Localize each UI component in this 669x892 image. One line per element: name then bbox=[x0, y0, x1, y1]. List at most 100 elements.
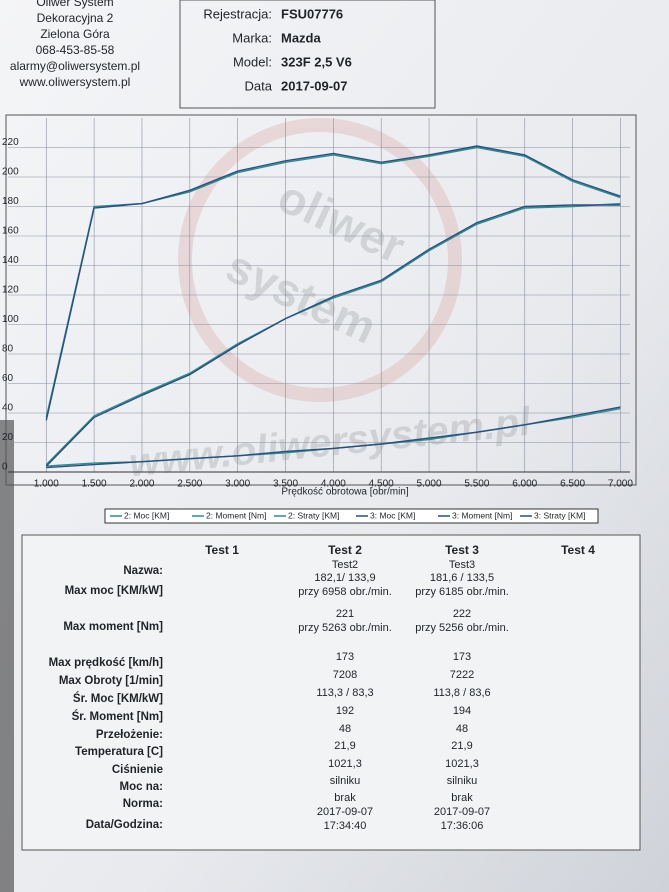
x-tick-label: 1.500 bbox=[82, 479, 107, 490]
legend-label: 2: Straty [KM] bbox=[288, 510, 340, 520]
x-tick-label: 2.000 bbox=[129, 479, 154, 490]
company-line: Dekoracyjna 2 bbox=[37, 11, 114, 25]
column-header: Test 1 bbox=[205, 543, 239, 557]
y-tick-label: 180 bbox=[2, 196, 19, 207]
legend-label: 3: Straty [KM] bbox=[534, 510, 586, 520]
cell-value: 222 bbox=[453, 608, 471, 620]
cell-value: 181,6 / 133,5 bbox=[430, 572, 494, 584]
row-label: Nazwa: bbox=[123, 565, 163, 577]
cell-value: brak bbox=[334, 792, 356, 804]
cell-value: przy 5263 obr./min. bbox=[298, 622, 392, 634]
row-label: Śr. Moc [KM/kW] bbox=[73, 692, 163, 705]
cell-value: Test2 bbox=[332, 559, 358, 571]
cell-value: 21,9 bbox=[334, 740, 355, 752]
row-label: Data/Godzina: bbox=[86, 819, 163, 831]
cell-value: 17:36:06 bbox=[441, 820, 484, 832]
x-tick-label: 7.000 bbox=[608, 479, 633, 490]
series-line bbox=[45, 204, 621, 467]
x-tick-label: 6.500 bbox=[560, 479, 585, 490]
row-label: Max Obroty [1/min] bbox=[59, 675, 163, 687]
field-value: Mazda bbox=[281, 30, 322, 45]
column-header: Test 3 bbox=[445, 543, 479, 557]
y-tick-label: 140 bbox=[2, 255, 19, 266]
column-header: Test 2 bbox=[328, 543, 362, 557]
table-box bbox=[21, 534, 641, 851]
cell-value: 182,1/ 133,9 bbox=[314, 572, 375, 584]
series-line bbox=[45, 202, 621, 466]
x-tick-label: 5.500 bbox=[464, 479, 489, 490]
company-line: alarmy@oliwersystem.pl bbox=[10, 59, 140, 73]
series-line bbox=[46, 406, 621, 469]
cell-value: przy 6958 obr./min. bbox=[298, 586, 392, 598]
cell-value: 48 bbox=[456, 723, 468, 735]
row-label: Max prędkość [km/h] bbox=[49, 657, 164, 669]
header-box bbox=[179, 0, 436, 109]
company-line: Zielona Góra bbox=[40, 27, 110, 41]
x-tick-label: 3.500 bbox=[273, 479, 298, 490]
legend-label: 3: Moc [KM] bbox=[370, 510, 415, 520]
field-value: 323F 2,5 V6 bbox=[281, 54, 352, 69]
cell-value: 173 bbox=[336, 651, 354, 663]
cell-value: 17:34:40 bbox=[324, 820, 367, 832]
cell-value: 7208 bbox=[333, 669, 357, 681]
cell-value: 113,8 / 83,6 bbox=[433, 687, 490, 699]
y-tick-label: 200 bbox=[2, 167, 19, 178]
y-tick-label: 160 bbox=[2, 226, 19, 237]
field-label: Model: bbox=[233, 54, 272, 69]
x-tick-label: 1.000 bbox=[34, 479, 59, 490]
cell-value: 21,9 bbox=[451, 740, 472, 752]
shadow bbox=[0, 420, 14, 892]
field-label: Rejestracja: bbox=[203, 6, 272, 21]
y-tick-label: 20 bbox=[2, 432, 14, 443]
x-tick-label: 5.000 bbox=[417, 479, 442, 490]
legend-label: 2: Moc [KM] bbox=[124, 510, 169, 520]
x-tick-label: 4.000 bbox=[321, 479, 346, 490]
cell-value: 221 bbox=[336, 608, 354, 620]
legend-box bbox=[104, 508, 599, 524]
cell-value: 1021,3 bbox=[328, 758, 362, 770]
y-tick-label: 100 bbox=[2, 314, 19, 325]
field-label: Data bbox=[245, 78, 273, 93]
cell-value: przy 6185 obr./min. bbox=[415, 586, 509, 598]
y-tick-label: 80 bbox=[2, 344, 14, 355]
x-tick-label: 2.500 bbox=[177, 479, 202, 490]
cell-value: 192 bbox=[336, 705, 354, 717]
company-line: 068-453-85-58 bbox=[36, 43, 115, 57]
watermark-ring bbox=[178, 118, 462, 402]
cell-value: brak bbox=[451, 792, 473, 804]
cell-value: 113,3 / 83,3 bbox=[316, 687, 373, 699]
y-tick-label: 0 bbox=[2, 462, 8, 473]
cell-value: 7222 bbox=[450, 669, 474, 681]
y-tick-label: 220 bbox=[2, 137, 19, 148]
row-label: Max moment [Nm] bbox=[63, 621, 163, 633]
chart-frame bbox=[5, 114, 637, 486]
field-value: 2017-09-07 bbox=[281, 78, 348, 93]
legend-label: 2: Moment [Nm] bbox=[206, 510, 266, 520]
x-tick-label: 4.500 bbox=[369, 479, 394, 490]
company-line: Oliwer System bbox=[36, 0, 113, 9]
cell-value: 1021,3 bbox=[445, 758, 479, 770]
cell-value: przy 5256 obr./min. bbox=[415, 622, 509, 634]
cell-value: 48 bbox=[339, 723, 351, 735]
cell-value: silniku bbox=[447, 775, 478, 787]
x-tick-label: 3.000 bbox=[225, 479, 250, 490]
cell-value: 2017-09-07 bbox=[434, 806, 490, 818]
row-label: Moc na: bbox=[120, 781, 163, 793]
row-label: Przełożenie: bbox=[96, 729, 163, 741]
row-label: Norma: bbox=[123, 798, 163, 810]
cell-value: 173 bbox=[453, 651, 471, 663]
y-tick-label: 40 bbox=[2, 403, 14, 414]
cell-value: silniku bbox=[330, 775, 361, 787]
row-label: Śr. Moment [Nm] bbox=[72, 710, 164, 723]
row-label: Max moc [KM/kW] bbox=[65, 585, 164, 597]
y-tick-label: 120 bbox=[2, 285, 19, 296]
field-value: FSU07776 bbox=[281, 6, 343, 21]
field-label: Marka: bbox=[232, 30, 272, 45]
cell-value: 194 bbox=[453, 705, 471, 717]
x-tick-label: 6.000 bbox=[512, 479, 537, 490]
company-line: www.oliwersystem.pl bbox=[19, 75, 131, 89]
column-header: Test 4 bbox=[561, 543, 595, 557]
